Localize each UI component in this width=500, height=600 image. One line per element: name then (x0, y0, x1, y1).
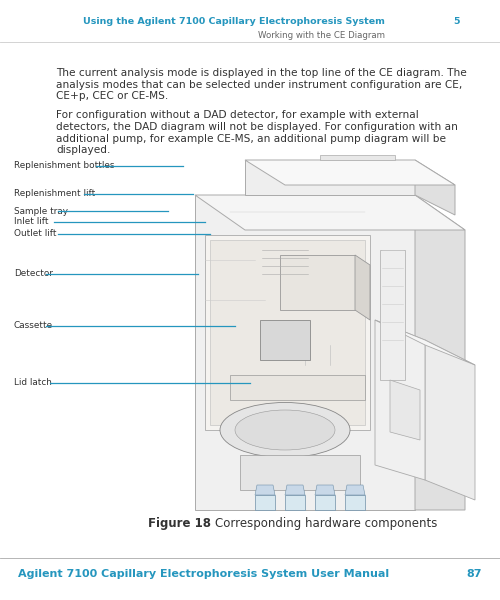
Text: 5: 5 (454, 17, 460, 26)
Polygon shape (345, 485, 365, 495)
Text: Outlet lift: Outlet lift (14, 229, 56, 238)
Polygon shape (320, 155, 395, 160)
Ellipse shape (235, 410, 335, 450)
Text: Detector: Detector (14, 269, 53, 278)
Text: detectors, the DAD diagram will not be displayed. For configuration with an: detectors, the DAD diagram will not be d… (56, 122, 458, 132)
Text: analysis modes that can be selected under instrument configuration are CE,: analysis modes that can be selected unde… (56, 79, 462, 89)
Polygon shape (210, 240, 365, 425)
Text: Sample tray: Sample tray (14, 206, 68, 215)
Text: Replenishment lift: Replenishment lift (14, 190, 95, 198)
Polygon shape (425, 340, 475, 500)
Text: Inlet lift: Inlet lift (14, 217, 48, 226)
Text: Cassette: Cassette (14, 322, 53, 330)
Text: Working with the CE Diagram: Working with the CE Diagram (258, 31, 385, 40)
Polygon shape (285, 485, 305, 495)
Text: Figure 18: Figure 18 (148, 517, 211, 530)
Polygon shape (375, 320, 425, 480)
Polygon shape (280, 255, 355, 310)
Polygon shape (245, 160, 415, 195)
Polygon shape (415, 195, 465, 510)
Polygon shape (260, 320, 310, 360)
Polygon shape (255, 495, 275, 510)
Polygon shape (355, 255, 370, 320)
Polygon shape (415, 160, 455, 215)
Polygon shape (380, 250, 405, 380)
Polygon shape (390, 380, 420, 440)
Polygon shape (255, 485, 275, 495)
Polygon shape (195, 195, 415, 510)
Polygon shape (315, 485, 335, 495)
Polygon shape (315, 495, 335, 510)
Text: CE+p, CEC or CE-MS.: CE+p, CEC or CE-MS. (56, 91, 168, 101)
Text: The current analysis mode is displayed in the top line of the CE diagram. The: The current analysis mode is displayed i… (56, 68, 467, 78)
Text: Lid latch: Lid latch (14, 379, 52, 388)
Polygon shape (375, 320, 475, 365)
Text: additional pump, for example CE-MS, an additional pump diagram will be: additional pump, for example CE-MS, an a… (56, 133, 446, 143)
Text: Replenishment bottles: Replenishment bottles (14, 161, 114, 170)
Ellipse shape (220, 403, 350, 457)
Text: 87: 87 (466, 569, 482, 579)
Text: Agilent 7100 Capillary Electrophoresis System User Manual: Agilent 7100 Capillary Electrophoresis S… (18, 569, 389, 579)
Polygon shape (245, 160, 455, 185)
Text: For configuration without a DAD detector, for example with external: For configuration without a DAD detector… (56, 110, 419, 121)
Text: Corresponding hardware components: Corresponding hardware components (200, 517, 438, 530)
Polygon shape (230, 375, 365, 400)
Polygon shape (205, 235, 370, 430)
Polygon shape (345, 495, 365, 510)
Text: Using the Agilent 7100 Capillary Electrophoresis System: Using the Agilent 7100 Capillary Electro… (83, 17, 385, 26)
Polygon shape (285, 495, 305, 510)
Text: displayed.: displayed. (56, 145, 110, 155)
Polygon shape (240, 455, 360, 490)
Polygon shape (195, 195, 465, 230)
